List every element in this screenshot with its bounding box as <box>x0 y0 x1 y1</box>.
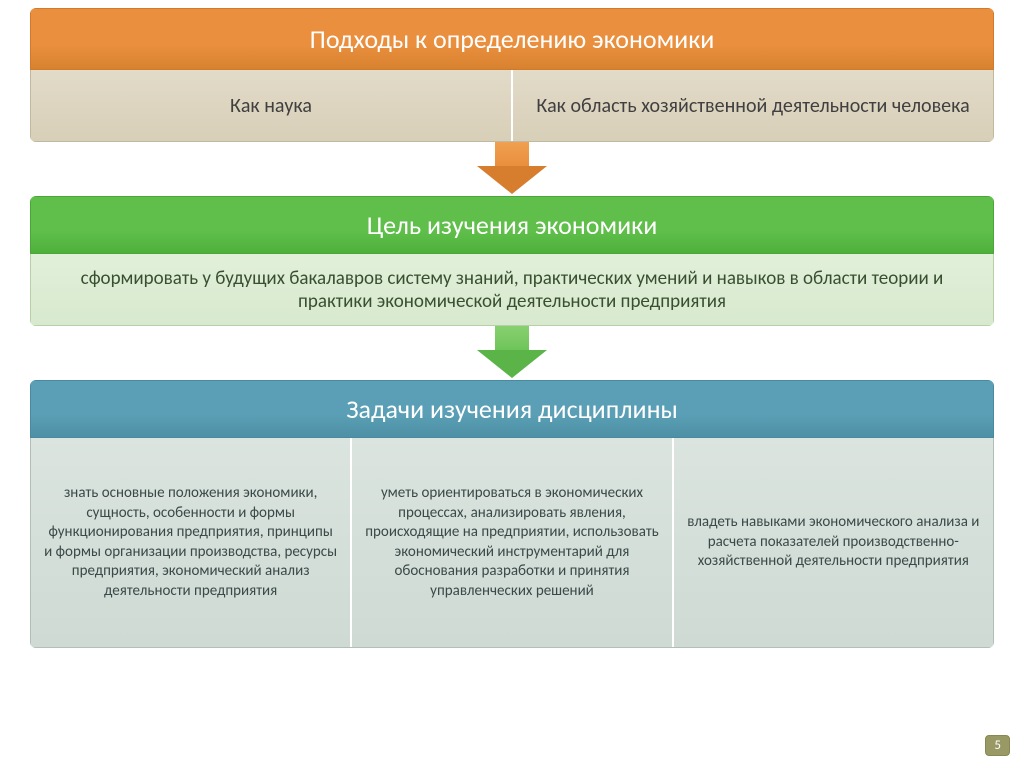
block2-body-text: сформировать у будущих бакалавров систем… <box>43 267 981 313</box>
block-goal: Цель изучения экономики сформировать у б… <box>30 196 994 326</box>
block3-title: Задачи изучения дисциплины <box>346 393 678 425</box>
arrow-down-icon <box>477 142 547 196</box>
block3-cell-know: знать основные положения экономики, сущн… <box>31 438 350 647</box>
block3-cell1-text: знать основные положения экономики, сущн… <box>43 484 338 601</box>
block1-header: Подходы к определению экономики <box>30 8 994 70</box>
block2-header: Цель изучения экономики <box>30 196 994 254</box>
block1-cell1-text: Как наука <box>230 94 312 118</box>
block3-header: Задачи изучения дисциплины <box>30 380 994 438</box>
block1-cell2-text: Как область хозяйственной деятельности ч… <box>536 94 969 118</box>
block-approaches: Подходы к определению экономики Как наук… <box>30 8 994 142</box>
block3-cell3-text: владеть навыками экономического анализа … <box>686 513 981 572</box>
block2-title: Цель изучения экономики <box>367 209 658 241</box>
block2-body: сформировать у будущих бакалавров систем… <box>30 254 994 326</box>
block1-cell-activity: Как область хозяйственной деятельности ч… <box>511 70 993 141</box>
arrow-down-icon <box>477 326 547 380</box>
block2-body-cell: сформировать у будущих бакалавров систем… <box>31 254 993 325</box>
block1-cell-science: Как наука <box>31 70 511 141</box>
page-number: 5 <box>994 738 1001 753</box>
block-tasks: Задачи изучения дисциплины знать основны… <box>30 380 994 648</box>
arrow2-wrap <box>30 326 994 380</box>
page-number-badge: 5 <box>985 735 1010 756</box>
block3-subrow: знать основные положения экономики, сущн… <box>30 438 994 648</box>
block1-subrow: Как наука Как область хозяйственной деят… <box>30 70 994 142</box>
block1-title: Подходы к определению экономики <box>310 23 715 55</box>
block3-cell-master: владеть навыками экономического анализа … <box>672 438 993 647</box>
block3-cell-able: уметь ориентироваться в экономических пр… <box>350 438 671 647</box>
block3-cell2-text: уметь ориентироваться в экономических пр… <box>364 484 659 601</box>
arrow1-wrap <box>30 142 994 196</box>
